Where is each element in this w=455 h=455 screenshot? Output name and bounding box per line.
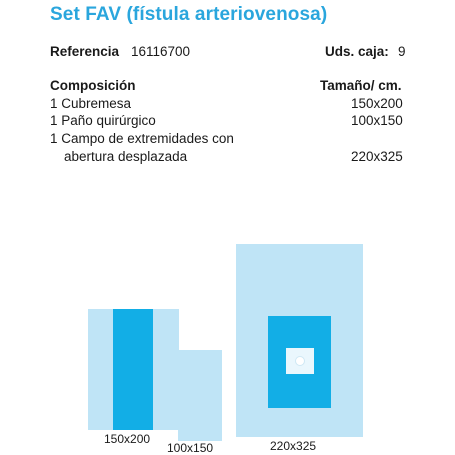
page-title: Set FAV (fístula arteriovenosa) <box>50 4 328 25</box>
reference-label: Referencia <box>50 44 120 59</box>
composition-item-size: 100x150 <box>351 113 403 128</box>
composition-item-size: 220x325 <box>351 149 403 164</box>
composition-header: Composición <box>50 78 136 93</box>
table-cover-caption: 150x200 <box>104 432 151 446</box>
size-header: Tamaño/ cm. <box>320 78 402 93</box>
composition-item-name: 1 Campo de extremidades con <box>50 131 234 146</box>
extremity-drape-opening <box>295 356 305 366</box>
composition-item-size: 150x200 <box>351 96 403 111</box>
table-cover-reinforcement <box>113 309 153 430</box>
box-units-value: 9 <box>398 44 406 59</box>
surgical-towel <box>178 350 222 441</box>
box-units-label: Uds. caja: <box>325 44 389 59</box>
composition-item-name-continued: abertura desplazada <box>64 149 188 164</box>
extremity-drape-caption: 220x325 <box>270 439 317 453</box>
surgical-towel-caption: 100x150 <box>167 441 214 455</box>
composition-item-name: 1 Paño quirúrgico <box>50 113 156 128</box>
reference-value: 16116700 <box>131 44 191 59</box>
composition-item-name: 1 Cubremesa <box>50 96 132 111</box>
